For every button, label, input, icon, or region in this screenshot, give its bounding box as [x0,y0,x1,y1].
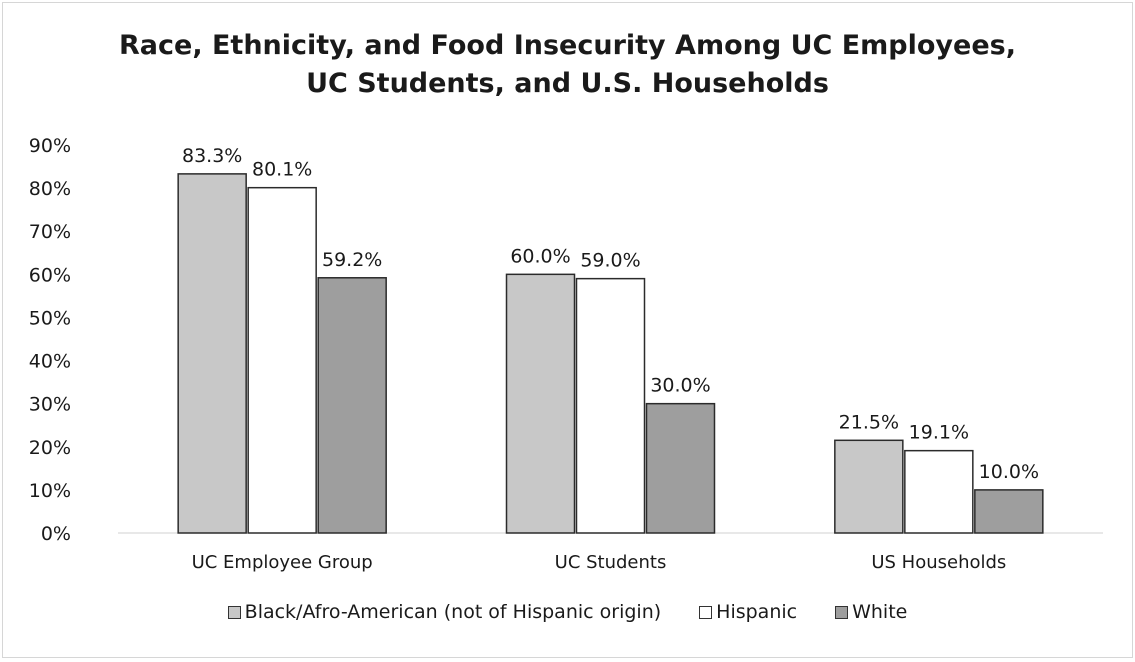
data-label: 80.1% [252,159,312,181]
legend-item-black: Black/Afro-American (not of Hispanic ori… [227,601,662,623]
legend-item-white: White [835,601,907,623]
data-label: 19.1% [909,422,969,444]
chart-legend: Black/Afro-American (not of Hispanic ori… [3,601,1132,623]
chart-title-line-1: Race, Ethnicity, and Food Insecurity Amo… [119,30,1016,61]
legend-label-hispanic: Hispanic [716,601,798,623]
legend-item-hispanic: Hispanic [699,601,797,623]
bar [834,439,904,534]
data-label: 60.0% [510,245,570,267]
y-tick-label: 80% [29,178,71,200]
data-label: 83.3% [182,145,242,167]
bar-chart: 0% 10% 20% 30% 40% 50% 60% 70% 80% 90% 83.3% 80.1% 5… [29,135,1103,573]
y-tick-label: 50% [29,307,71,329]
y-tick-label: 90% [29,135,71,157]
legend-swatch-hispanic [699,605,713,619]
data-label: 21.5% [839,411,899,433]
y-tick-label: 40% [29,351,71,373]
y-tick-label: 30% [29,394,71,416]
chart-title: Race, Ethnicity, and Food Insecurity Amo… [3,27,1132,103]
y-tick-label: 70% [29,221,71,243]
bar [904,449,974,534]
x-category-label: UC Students [555,552,667,573]
bar [645,402,716,534]
data-label: 30.0% [650,375,710,397]
bar [317,277,387,534]
y-tick-label: 10% [29,480,71,502]
bar [247,186,317,534]
bar [505,273,576,534]
bar [575,277,646,534]
y-tick-label: 20% [29,437,71,459]
y-tick-label: 60% [29,264,71,286]
data-label: 59.2% [322,249,382,271]
legend-label-white: White [852,601,908,623]
bar [177,173,247,534]
chart-title-line-2: UC Students, and U.S. Households [306,68,829,99]
y-tick-label: 0% [41,523,71,545]
x-category-label: UC Employee Group [192,552,373,573]
bar [974,489,1044,534]
data-label: 59.0% [580,250,640,272]
legend-swatch-white [835,605,849,619]
x-category-label: US Households [871,552,1006,573]
legend-swatch-black [227,605,241,619]
data-label: 10.0% [979,461,1039,483]
legend-label-black: Black/Afro-American (not of Hispanic ori… [244,601,662,623]
